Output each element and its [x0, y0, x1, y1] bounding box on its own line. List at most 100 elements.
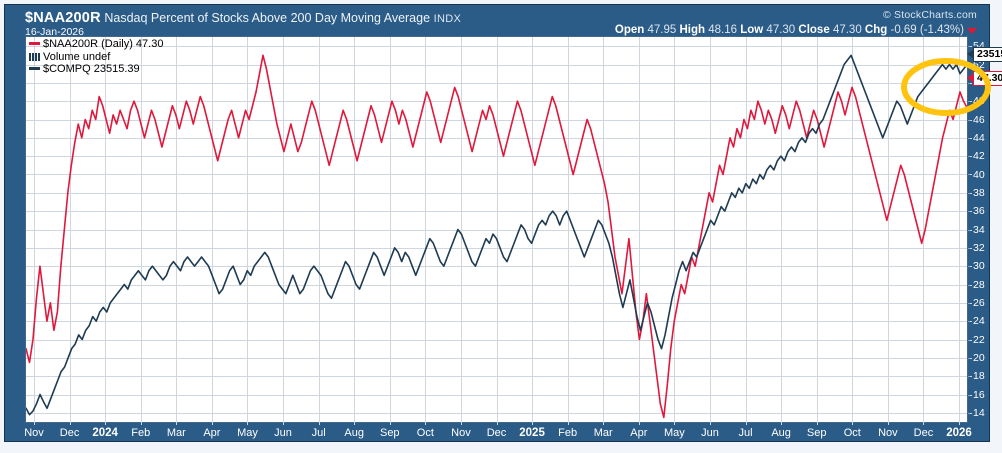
y-tick-mark [968, 46, 972, 47]
down-arrow-icon [967, 28, 977, 34]
x-tick-label: Nov [24, 427, 44, 439]
y-tick-label: 34 [973, 223, 985, 236]
y-tick-label: 30 [973, 260, 985, 273]
x-tick-mark [141, 422, 142, 425]
legend-label-compq: $COMPQ 23515.39 [43, 63, 140, 75]
series-line-compq [26, 54, 967, 416]
y-tick-mark [968, 120, 972, 121]
x-tick-label: Sep [379, 427, 400, 439]
x-tick-mark [70, 422, 71, 425]
y-tick-mark [968, 321, 972, 322]
y-tick-mark [968, 138, 972, 139]
x-tick-mark [212, 422, 213, 425]
y-minor-tick [968, 101, 970, 102]
legend-item-naa200r[interactable]: $NAA200R (Daily) 47.30 [29, 38, 163, 51]
x-tick-label: 2024 [92, 427, 118, 439]
x-tick-label: Dec [59, 427, 80, 439]
legend-label-naa200r: $NAA200R (Daily) 47.30 [43, 38, 164, 50]
y-tick-label: 36 [973, 205, 985, 218]
x-tick-label: Sep [806, 427, 827, 439]
y-minor-tick [968, 376, 970, 377]
x-tick-mark [532, 422, 533, 425]
y-minor-tick [968, 83, 970, 84]
x-tick-mark [497, 422, 498, 425]
y-tick-label: 48 [973, 95, 985, 108]
y-tick-label: 28 [973, 278, 985, 291]
y-tick-mark [968, 303, 972, 304]
x-tick-mark [568, 422, 569, 425]
stockcharts-brand: © StockCharts.com [883, 9, 977, 21]
open-value: 47.95 [647, 24, 677, 36]
y-tick-label: 38 [973, 186, 985, 199]
chart-date: 16-Jan-2026 [25, 26, 84, 38]
x-tick-mark [105, 422, 106, 425]
naa200r-price-tag: 47.30 [973, 71, 1002, 86]
x-tick-mark [461, 422, 462, 425]
x-tick-label: Dec [913, 427, 934, 439]
x-tick-label: May [237, 427, 258, 439]
x-tick-label: Nov [878, 427, 898, 439]
x-tick-mark [390, 422, 391, 425]
y-minor-tick [968, 46, 970, 47]
y-minor-tick [968, 230, 970, 231]
chart-legend: $NAA200R (Daily) 47.30 Volume undef $COM… [29, 38, 163, 76]
y-minor-tick [968, 248, 970, 249]
x-tick-mark [603, 422, 604, 425]
ticker-exchange: INDX [433, 13, 462, 25]
legend-label-volume: Volume undef [43, 50, 111, 63]
y-tick-label: 18 [973, 370, 985, 383]
x-tick-label: Aug [771, 427, 791, 439]
chart-title: $NAA200R Nasdaq Percent of Stocks Above … [25, 11, 461, 26]
x-tick-label: May [663, 427, 685, 439]
x-tick-mark [852, 422, 853, 425]
y-minor-tick [968, 174, 970, 175]
y-minor-tick [968, 138, 970, 139]
line-swatch-navy-icon [29, 67, 40, 70]
legend-item-volume[interactable]: Volume undef [29, 51, 163, 64]
x-tick-label: Oct [416, 427, 434, 439]
y-tick-label: 40 [973, 168, 985, 181]
x-tick-mark [746, 422, 747, 425]
plot-area[interactable] [25, 36, 968, 423]
x-axis: Nov Dec 2024 Feb Mar Apr May Jun Jul Aug Sep Oct Nov… [24, 422, 972, 442]
x-tick-label: 2025 [519, 427, 545, 439]
y-minor-tick [968, 321, 970, 322]
chart-frame: $NAA200R Nasdaq Percent of Stocks Above … [4, 4, 1002, 442]
y-tick-label: 14 [973, 406, 985, 419]
high-label: High [679, 24, 706, 36]
y-tick-mark [968, 193, 972, 194]
compq-price-tag: 23515 [973, 47, 1002, 62]
x-tick-mark [781, 422, 782, 425]
x-tick-label: Apr [203, 427, 221, 439]
x-tick-label: Nov [451, 427, 471, 439]
x-tick-mark [923, 422, 924, 425]
y-tick-mark [968, 376, 972, 377]
y-minor-tick [968, 303, 970, 304]
y-tick-label: 54 [973, 41, 985, 52]
y-tick-label: 44 [973, 131, 985, 144]
series-line-naa200r [26, 54, 967, 419]
y-tick-label: 26 [973, 296, 985, 309]
x-tick-mark [247, 422, 248, 425]
y-tick-mark [968, 156, 972, 157]
y-minor-tick [968, 395, 970, 396]
y-tick-label: 16 [973, 388, 985, 401]
compq-tag-pointer-icon [967, 50, 973, 58]
x-tick-mark [674, 422, 675, 425]
legend-item-compq[interactable]: $COMPQ 23515.39 [29, 63, 163, 76]
x-tick-mark [34, 422, 35, 425]
quote-bar: Open 47.95 High 48.16 Low 47.30 Close 47… [615, 24, 977, 36]
x-tick-label: Jun [701, 427, 719, 439]
ticker-description: Nasdaq Percent of Stocks Above 200 Day M… [104, 11, 431, 25]
y-tick-label: 20 [973, 351, 985, 364]
x-tick-label: Feb [558, 427, 578, 439]
y-tick-mark [968, 230, 972, 231]
chg-label: Chg [864, 24, 888, 36]
y-minor-tick [968, 285, 970, 286]
y-minor-tick [968, 193, 970, 194]
y-tick-mark [968, 285, 972, 286]
close-value: 47.30 [832, 24, 862, 36]
x-tick-label: Jul [738, 427, 753, 439]
y-tick-label: 22 [973, 333, 985, 346]
